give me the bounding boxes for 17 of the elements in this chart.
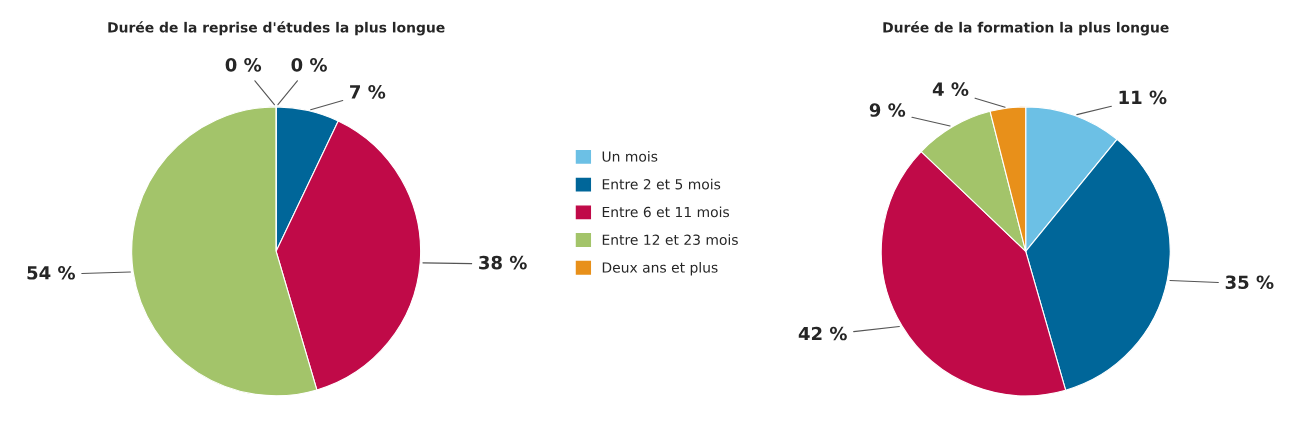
text: 0 % [225,58,262,72]
chart-title: Durée de la formation la plus longue [883,21,1169,36]
data-label: 11 % [1119,90,1167,105]
chart-title: Durée de la reprise d'études la plus longue [108,21,445,36]
data-label: 9 % [869,103,906,117]
data-label: 4 % [932,82,969,97]
text: 0 % [291,58,327,72]
data-label: 54 % [27,265,76,280]
legend-label: Un mois [602,150,658,162]
legend-label: Deux ans et plus [602,261,718,276]
data-label: 7 % [350,85,386,99]
data-label: 42 % [798,326,847,341]
legend-label: Entre 12 et 23 mois [602,234,738,245]
legend-label: Entre 6 et 11 mois [602,206,730,218]
legend-label: Entre 2 et 5 mois [602,178,721,190]
data-label: 35 % [1225,275,1274,290]
data-label: 38 % [479,255,527,270]
